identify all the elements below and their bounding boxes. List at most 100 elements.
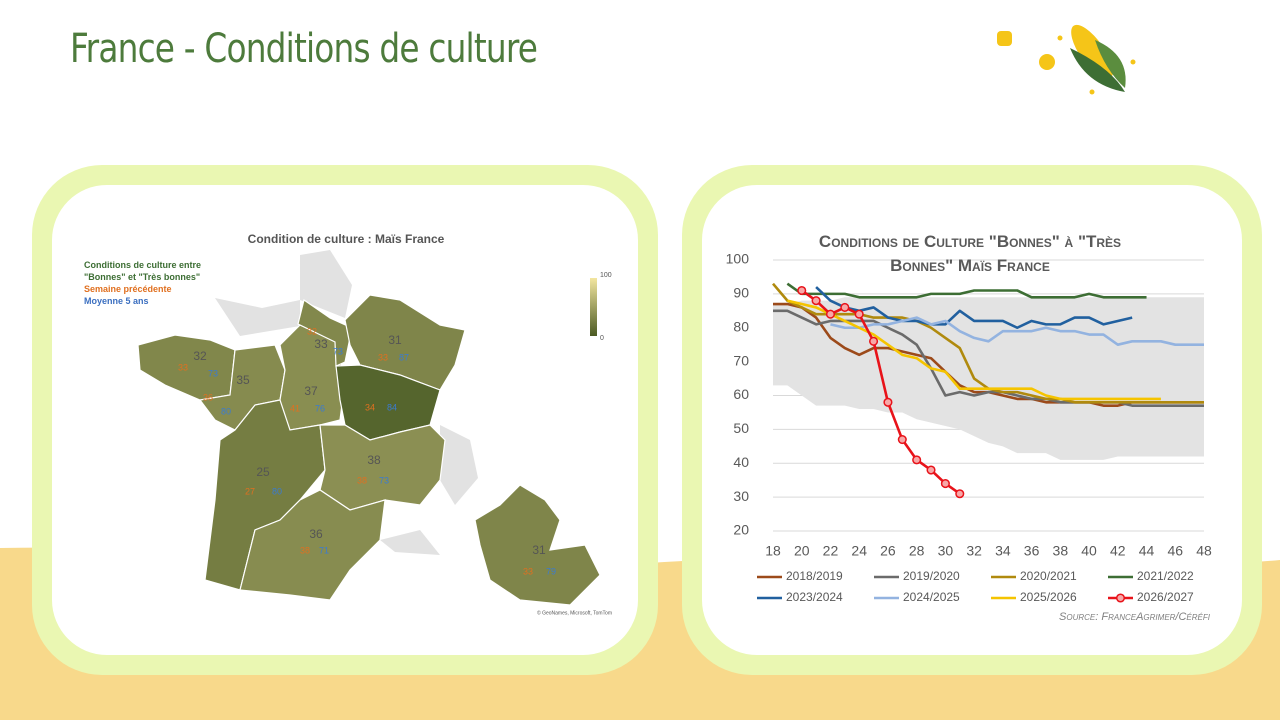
scale-min: 0 (600, 335, 604, 342)
region-average: 73 (333, 346, 343, 356)
region-previous: 41 (290, 403, 300, 413)
region-previous: 36 (203, 392, 213, 402)
series-marker (912, 455, 922, 465)
x-tick-label: 34 (995, 543, 1011, 559)
x-tick-label: 38 (1053, 543, 1069, 559)
region-value: 31 (532, 543, 546, 557)
legend-label: 2025/2026 (1020, 590, 1077, 604)
region (474, 484, 601, 606)
legend-label: 2019/2020 (903, 569, 960, 583)
legend-item: Moyenne 5 ans (84, 296, 149, 306)
map-title: Condition de culture : Maïs France (248, 232, 445, 246)
y-tick-label: 50 (733, 420, 749, 436)
x-tick-label: 18 (765, 543, 781, 559)
region-previous: 33 (178, 362, 188, 372)
y-tick-label: 60 (733, 386, 749, 402)
region-value: 25 (256, 465, 270, 479)
region-previous: 27 (245, 486, 255, 496)
x-tick-label: 22 (823, 543, 839, 559)
region-previous: 38 (357, 475, 367, 485)
map-credit: © GeoNames, Microsoft, TomTom (537, 609, 612, 616)
x-tick-label: 24 (851, 543, 867, 559)
region (297, 299, 353, 367)
legend-item: Conditions de culture entre "Bonnes" et … (84, 260, 202, 282)
map-legend: Conditions de culture entre "Bonnes" et … (84, 259, 212, 307)
region-average: 84 (387, 402, 397, 412)
y-tick-label: 100 (726, 251, 750, 267)
series-marker (840, 302, 850, 312)
legend-label: 2023/2024 (786, 590, 843, 604)
x-tick-label: 30 (938, 543, 954, 559)
region-average: 76 (315, 403, 325, 413)
line-chart: 20 30 40 50 60 70 80 90 100 18 20 22 24 26 28 30 32 34 36 3… (726, 251, 1212, 623)
series-marker (825, 309, 836, 319)
region-previous: 32 (307, 326, 317, 336)
y-tick-label: 80 (733, 318, 749, 334)
x-tick-label: 20 (794, 543, 810, 559)
region-value: 36 (309, 527, 323, 541)
page-title: France - Conditions de culture (70, 26, 538, 72)
y-tick-label: 90 (733, 285, 749, 301)
region-average: 73 (379, 475, 389, 485)
series-marker (940, 479, 950, 489)
x-tick-label: 42 (1110, 543, 1126, 559)
series-line (830, 316, 1204, 346)
y-tick-label: 40 (733, 454, 749, 470)
y-tick-label: 20 (733, 522, 749, 538)
region-value: 32 (193, 349, 207, 363)
region-previous: 33 (523, 566, 533, 576)
x-tick-label: 36 (1024, 543, 1040, 559)
region-average: 87 (399, 352, 409, 362)
region-average: 71 (319, 545, 329, 555)
series-marker (854, 309, 864, 319)
series-marker (897, 434, 907, 445)
x-tick-label: 40 (1081, 543, 1097, 559)
series-line (786, 282, 1147, 299)
x-tick-label: 44 (1139, 543, 1155, 559)
y-tick-label: 30 (733, 488, 749, 504)
region-previous: 34 (365, 402, 375, 412)
region-average: 80 (272, 486, 282, 496)
corn-icon (997, 24, 1136, 95)
legend-item: Semaine précédente (84, 284, 172, 294)
series-marker (955, 489, 965, 499)
region-value: 38 (367, 453, 381, 467)
region-average: 73 (208, 368, 218, 378)
legend-label: 2018/2019 (786, 569, 843, 583)
region-average: 80 (221, 406, 231, 416)
region (319, 424, 446, 511)
chart-source: Source: FranceAgrimer/Céréfi (1059, 611, 1211, 623)
x-tick-label: 32 (966, 543, 982, 559)
series-marker (883, 397, 893, 407)
series-marker (869, 336, 879, 346)
x-tick-label: 28 (909, 543, 925, 559)
series-line (815, 286, 1133, 330)
series-marker (797, 285, 807, 296)
series-marker (926, 465, 936, 475)
legend-label: 2020/2021 (1020, 569, 1077, 583)
legend-label: 2024/2025 (903, 590, 960, 604)
chart-title: Conditions de Culture "Bonnes" à "Très B… (818, 232, 1122, 275)
region-value: 35 (236, 373, 250, 387)
region (239, 489, 386, 601)
region-value: 37 (304, 384, 318, 398)
series-marker (811, 296, 821, 306)
region-value: 31 (388, 333, 402, 347)
scale-max: 100 (600, 272, 612, 279)
region (344, 294, 466, 391)
x-tick-label: 48 (1196, 543, 1212, 559)
x-tick-label: 46 (1167, 543, 1183, 559)
legend-label: 2021/2022 (1137, 569, 1194, 583)
region-average: 79 (546, 566, 556, 576)
range-band (773, 297, 1204, 460)
region-value: 33 (314, 337, 328, 351)
region-previous: 38 (300, 545, 310, 555)
legend-marker (1115, 593, 1126, 603)
legend-label: 2026/2027 (1137, 590, 1194, 604)
neighbour-countries (215, 250, 478, 555)
x-tick-label: 26 (880, 543, 896, 559)
color-scale (590, 278, 597, 336)
